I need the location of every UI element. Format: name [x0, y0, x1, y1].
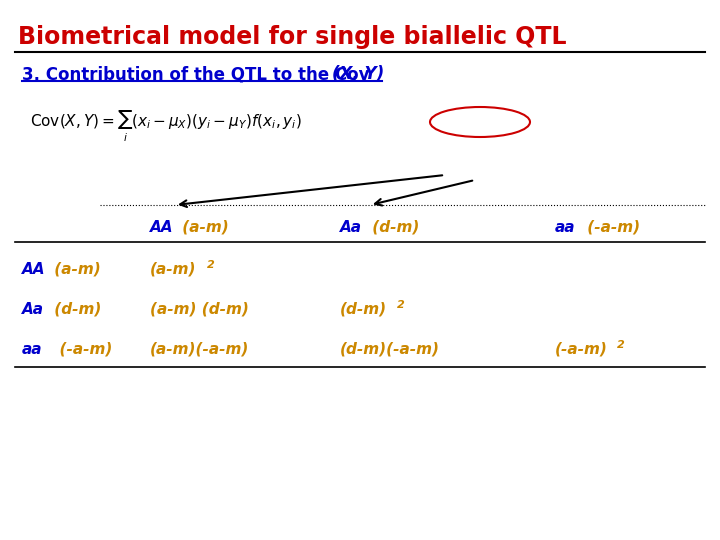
Text: (a-m): (a-m) — [177, 220, 229, 235]
Text: (a-m): (a-m) — [49, 262, 101, 277]
Text: 2: 2 — [617, 340, 625, 350]
Text: (d-m)(-a-m): (d-m)(-a-m) — [340, 342, 440, 357]
Text: $\mathrm{Cov}(X,Y) = \sum_i (x_i - \mu_X)(y_i - \mu_Y) f(x_i, y_i)$: $\mathrm{Cov}(X,Y) = \sum_i (x_i - \mu_X… — [30, 110, 302, 144]
Text: 2: 2 — [397, 300, 405, 310]
Text: (a-m)(-a-m): (a-m)(-a-m) — [150, 342, 249, 357]
Text: (-a-m): (-a-m) — [582, 220, 640, 235]
Text: aa: aa — [555, 220, 575, 235]
Text: AA: AA — [150, 220, 174, 235]
Text: (d-m): (d-m) — [340, 302, 387, 317]
Text: (-a-m): (-a-m) — [49, 342, 112, 357]
Text: AA: AA — [22, 262, 45, 277]
Text: 3. Contribution of the QTL to the Cov: 3. Contribution of the QTL to the Cov — [22, 65, 375, 83]
Text: Aa: Aa — [22, 302, 44, 317]
Text: Aa: Aa — [340, 220, 362, 235]
Text: aa: aa — [22, 342, 42, 357]
Text: (d-m): (d-m) — [49, 302, 102, 317]
Text: (d-m): (d-m) — [367, 220, 419, 235]
Text: 2: 2 — [207, 260, 215, 270]
Text: (a-m) (d-m): (a-m) (d-m) — [150, 302, 249, 317]
Text: (a-m): (a-m) — [150, 262, 197, 277]
Text: (X, Y): (X, Y) — [332, 65, 384, 83]
Text: (-a-m): (-a-m) — [555, 342, 608, 357]
Text: Biometrical model for single biallelic QTL: Biometrical model for single biallelic Q… — [18, 25, 567, 49]
